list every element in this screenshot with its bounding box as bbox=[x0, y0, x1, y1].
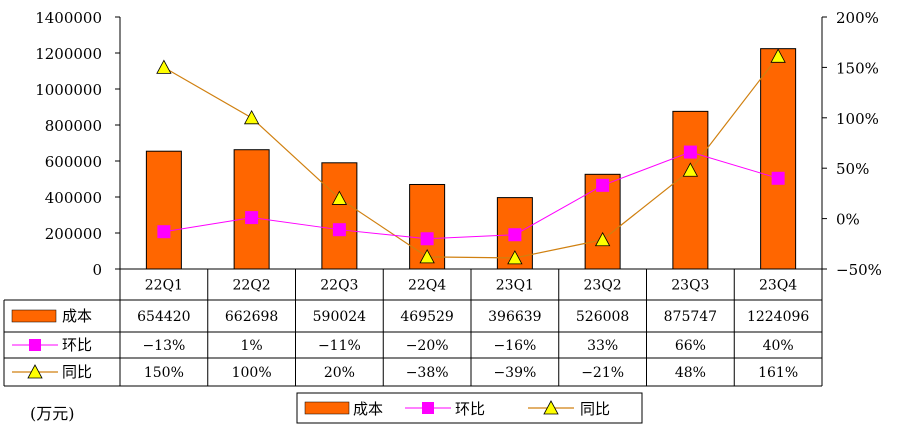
x-category-label: 22Q4 bbox=[408, 278, 446, 294]
y-right-tick-label: 200% bbox=[836, 9, 879, 27]
y-right-tick-label: −50% bbox=[836, 261, 882, 279]
yoy-line bbox=[163, 55, 779, 259]
y-right-tick-label: 100% bbox=[836, 110, 879, 128]
y-left-tick-label: 800000 bbox=[45, 117, 102, 135]
bar bbox=[145, 150, 182, 270]
mom-line bbox=[163, 151, 779, 240]
y-left-tick-label: 1400000 bbox=[35, 9, 102, 27]
y-left-tick-label: 400000 bbox=[45, 189, 102, 207]
y-right-tick-label: 150% bbox=[836, 59, 879, 77]
plot-frame bbox=[119, 17, 823, 269]
legend-key-bar bbox=[304, 401, 350, 415]
y-right-tick-label: 0% bbox=[836, 211, 860, 229]
bar bbox=[760, 48, 797, 270]
table-cell: 100% bbox=[232, 365, 272, 381]
mom-point bbox=[245, 211, 259, 225]
table-cell: 20% bbox=[324, 365, 355, 381]
bar bbox=[321, 162, 358, 270]
x-category-label: 22Q1 bbox=[145, 278, 183, 294]
table-row-label: 同比 bbox=[62, 363, 92, 381]
table-cell: 662698 bbox=[225, 309, 278, 325]
table-cell: 396639 bbox=[488, 309, 541, 325]
y-left-tick-label: 1000000 bbox=[35, 81, 102, 99]
legend-key-marker bbox=[543, 400, 559, 415]
data-table: 22Q1 22Q2 22Q3 22Q4 23Q1 23Q2 23Q3 23Q4 成本 654420… bbox=[3, 268, 823, 387]
yoy-point bbox=[594, 231, 611, 247]
table-cell: 526008 bbox=[576, 309, 629, 325]
x-category-label: 23Q2 bbox=[584, 278, 622, 294]
table-cell: 590024 bbox=[313, 309, 367, 325]
x-category-label: 22Q3 bbox=[320, 278, 358, 294]
y-left-tick-label: 600000 bbox=[45, 153, 102, 171]
bar bbox=[233, 149, 270, 270]
table-cell: 48% bbox=[675, 365, 706, 381]
x-category-label: 22Q2 bbox=[233, 278, 271, 294]
table-cell: 1224096 bbox=[747, 309, 809, 325]
legend-label: 同比 bbox=[580, 400, 610, 418]
table-cell: 66% bbox=[675, 338, 706, 354]
table-cell: −11% bbox=[318, 338, 361, 354]
x-category-label: 23Q1 bbox=[496, 278, 534, 294]
bar-series bbox=[145, 48, 797, 270]
table-cell: 150% bbox=[144, 365, 184, 381]
mom-point bbox=[420, 232, 434, 246]
mom-point bbox=[508, 228, 522, 242]
mom-point bbox=[332, 223, 346, 237]
yoy-point bbox=[682, 162, 699, 177]
y-left-tick-label: 1200000 bbox=[35, 45, 102, 63]
table-row-label: 成本 bbox=[62, 307, 92, 325]
table-cell: −39% bbox=[493, 365, 536, 381]
legend-label: 成本 bbox=[353, 400, 383, 418]
table-cell: −13% bbox=[142, 338, 185, 354]
table-cell: −38% bbox=[406, 365, 449, 381]
y-left-tick-label: 0 bbox=[92, 261, 102, 279]
unit-label: (万元) bbox=[30, 404, 75, 423]
row-key-marker bbox=[29, 339, 41, 351]
table-cell: 1% bbox=[241, 338, 263, 354]
table-cell: −21% bbox=[581, 365, 624, 381]
x-category-label: 23Q3 bbox=[671, 278, 709, 294]
y-left-tick-label: 200000 bbox=[45, 225, 102, 243]
table-cell: −20% bbox=[406, 338, 449, 354]
legend: 成本 环比 同比 bbox=[296, 392, 643, 424]
yoy-point bbox=[243, 109, 260, 125]
yoy-point bbox=[507, 250, 523, 265]
line-series bbox=[156, 48, 786, 265]
left-axis-ticks: 1400000 1200000 1000000 800000 600000 400000 2… bbox=[35, 9, 120, 279]
row-key-bar bbox=[11, 309, 57, 323]
legend-box bbox=[296, 392, 643, 424]
yoy-point bbox=[770, 48, 786, 63]
legend-label: 环比 bbox=[455, 400, 485, 418]
table-cell: 161% bbox=[758, 365, 798, 381]
mom-point bbox=[683, 145, 697, 159]
table-cell: 33% bbox=[587, 338, 618, 354]
mom-point bbox=[771, 171, 785, 185]
table-cell: 469529 bbox=[400, 309, 453, 325]
row-key-marker bbox=[27, 364, 43, 379]
table-row-label: 环比 bbox=[62, 336, 92, 354]
table-cell: 40% bbox=[763, 338, 794, 354]
legend-key-marker bbox=[422, 402, 434, 414]
yoy-point bbox=[156, 59, 172, 74]
mom-point bbox=[157, 225, 171, 239]
table-cell: −16% bbox=[493, 338, 536, 354]
yoy-point bbox=[419, 249, 435, 264]
table-cell: 654420 bbox=[137, 309, 190, 325]
bar bbox=[672, 110, 709, 270]
table-cell: 875747 bbox=[664, 309, 717, 325]
mom-point bbox=[596, 178, 610, 192]
right-axis-ticks: 200% 150% 100% 50% 0% −50% bbox=[822, 9, 882, 279]
y-right-tick-label: 50% bbox=[836, 160, 869, 178]
yoy-point bbox=[331, 190, 348, 205]
x-category-label: 23Q4 bbox=[759, 278, 797, 294]
